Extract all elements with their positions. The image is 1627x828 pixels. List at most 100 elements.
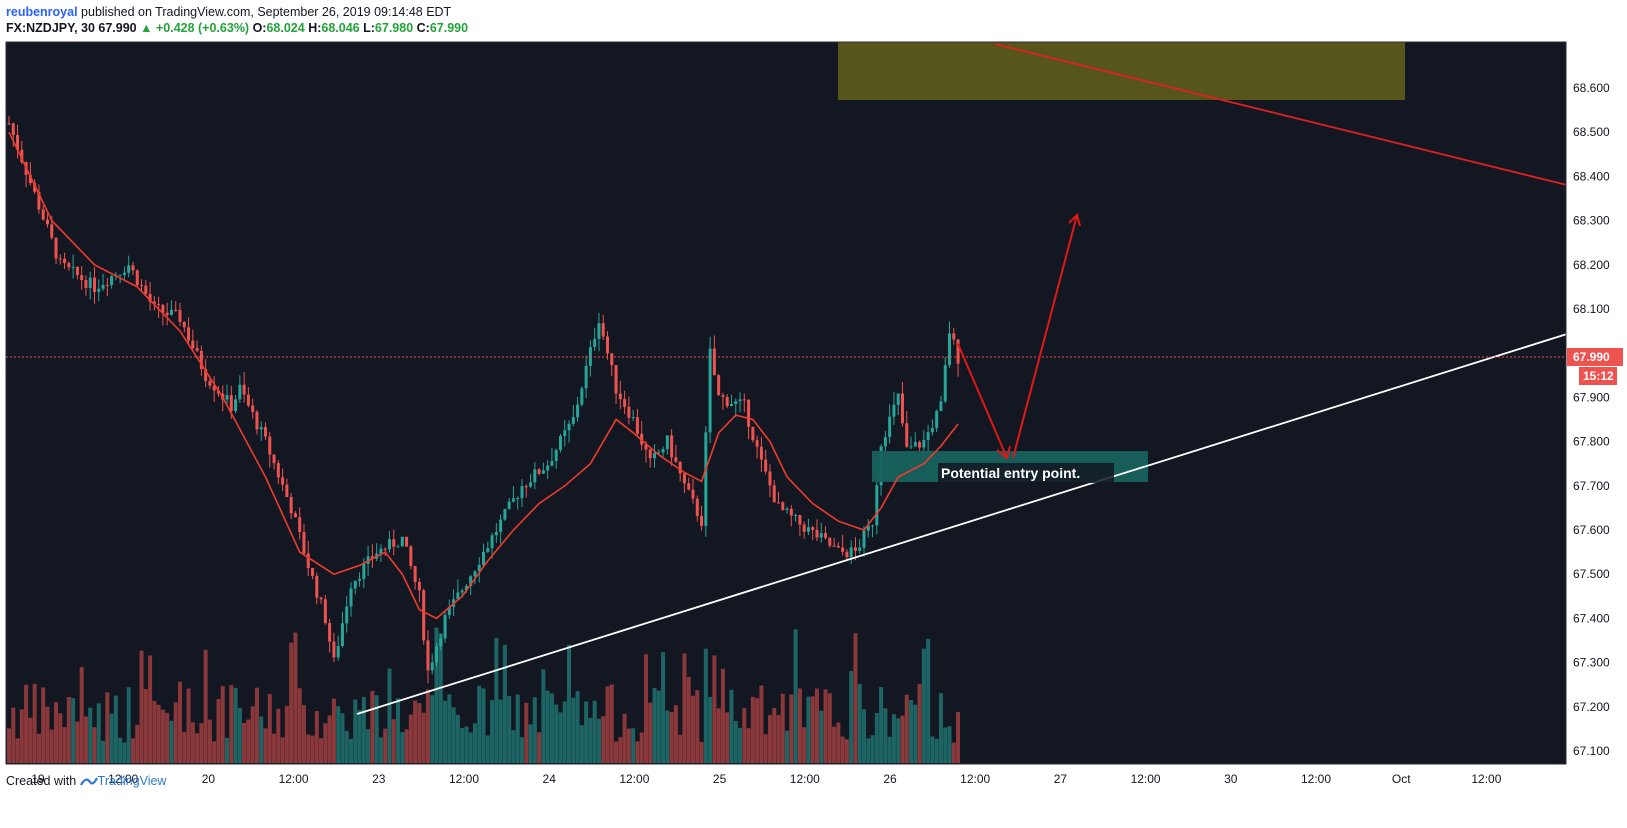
- symbol-label[interactable]: FX:NZDJPY, 30: [6, 21, 95, 35]
- volume-bar: [434, 627, 439, 763]
- volume-bar: [404, 729, 409, 763]
- candle-body: [567, 423, 571, 431]
- volume-bar: [738, 727, 743, 763]
- supply-zone[interactable]: [838, 42, 1405, 100]
- volume-bar: [370, 690, 375, 763]
- volume-bar: [19, 709, 24, 763]
- candle-body: [246, 394, 250, 406]
- candle-body: [806, 527, 810, 532]
- candle-body: [725, 397, 729, 407]
- resistance-trendline[interactable]: [994, 43, 1568, 186]
- candle-body: [157, 303, 161, 305]
- volume-bar: [571, 697, 576, 763]
- candle-body: [819, 533, 823, 538]
- volume-bar: [233, 687, 238, 763]
- candle-body: [323, 599, 327, 624]
- projection-arrows[interactable]: [957, 213, 1081, 460]
- volume-bar: [246, 719, 251, 763]
- volume-bar: [673, 705, 678, 763]
- time-tick-label: 26: [883, 772, 897, 786]
- volume-bar: [323, 723, 328, 763]
- volume-bar: [853, 633, 858, 763]
- volume-bar: [490, 700, 495, 763]
- volume-bar: [776, 715, 781, 763]
- candle-body: [777, 502, 780, 504]
- volume-bar: [874, 713, 879, 763]
- candle-body: [836, 546, 840, 548]
- candle-body: [97, 288, 101, 292]
- candle-body: [11, 123, 15, 136]
- candle-body: [708, 348, 712, 433]
- volume-bar: [468, 732, 473, 763]
- support-trendline[interactable]: [356, 333, 1568, 715]
- candle-body: [571, 417, 575, 424]
- volume-bar: [827, 693, 832, 763]
- candle-body: [580, 388, 584, 405]
- candle-body: [849, 547, 853, 558]
- volume-bar: [549, 693, 554, 763]
- candle-body: [353, 580, 357, 589]
- volume-bar: [178, 681, 182, 763]
- candle-body: [503, 508, 507, 520]
- volume-bar: [887, 736, 892, 763]
- candle-body: [751, 426, 755, 441]
- volume-bar: [575, 691, 580, 763]
- volume-bar: [199, 723, 204, 763]
- candle-body: [152, 301, 156, 304]
- chart-header: reubenroyal published on TradingView.com…: [6, 4, 451, 20]
- candle-body: [319, 597, 323, 600]
- price-tick-label: 67.200: [1573, 700, 1610, 714]
- volume-bar: [276, 708, 281, 763]
- volume-bar: [11, 707, 16, 763]
- volume-bar: [652, 688, 657, 763]
- volume-bar: [195, 733, 200, 763]
- candle-body: [383, 548, 387, 550]
- candle-body: [336, 646, 340, 658]
- volume-bar: [105, 692, 110, 763]
- volume-bar: [190, 722, 195, 763]
- tradingview-brand[interactable]: TradingView: [97, 774, 167, 788]
- author-link[interactable]: reubenroyal: [6, 5, 78, 19]
- volume-bar: [92, 727, 97, 763]
- candlesticks: [7, 115, 960, 684]
- candle-body: [524, 486, 528, 488]
- candle-body: [866, 525, 870, 531]
- volume-bar: [143, 689, 148, 763]
- volume-bar: [502, 644, 507, 763]
- volume-bar: [742, 708, 747, 763]
- candle-body: [939, 401, 943, 411]
- chart-frame: [5, 41, 1567, 765]
- volume-bar: [485, 735, 490, 763]
- candle-body: [405, 536, 409, 547]
- volume-bar: [913, 704, 918, 763]
- candle-body: [516, 498, 520, 500]
- volume-bar: [49, 729, 54, 763]
- volume-bar: [648, 702, 653, 763]
- candle-body: [264, 427, 267, 437]
- volume-bar: [520, 737, 524, 763]
- volume-bar: [349, 738, 353, 763]
- volume-bar: [173, 702, 178, 763]
- candle-body: [627, 406, 631, 418]
- candle-body: [212, 385, 216, 391]
- volume-bar: [806, 696, 811, 763]
- volume-bar: [289, 642, 294, 763]
- candle-body: [110, 275, 114, 285]
- volume-bar: [15, 738, 20, 763]
- price-axis-ticks: 68.600 68.500 68.400 68.300 68.200 68.100 67.9…: [1573, 81, 1610, 758]
- volume-bar: [870, 735, 875, 763]
- volume-bar: [447, 694, 452, 763]
- volume-bar: [635, 741, 640, 763]
- entry-annotation[interactable]: Potential entry point.: [938, 463, 1114, 483]
- candle-body: [268, 436, 272, 455]
- time-axis[interactable]: [6, 764, 1566, 786]
- candle-body: [768, 471, 772, 486]
- volume-bar: [780, 693, 785, 763]
- candle-body: [529, 482, 533, 487]
- volume-bar: [579, 725, 584, 763]
- candle-body: [379, 548, 383, 554]
- candle-body: [165, 312, 169, 315]
- candle-body: [93, 277, 96, 292]
- price-axis[interactable]: [1566, 42, 1627, 764]
